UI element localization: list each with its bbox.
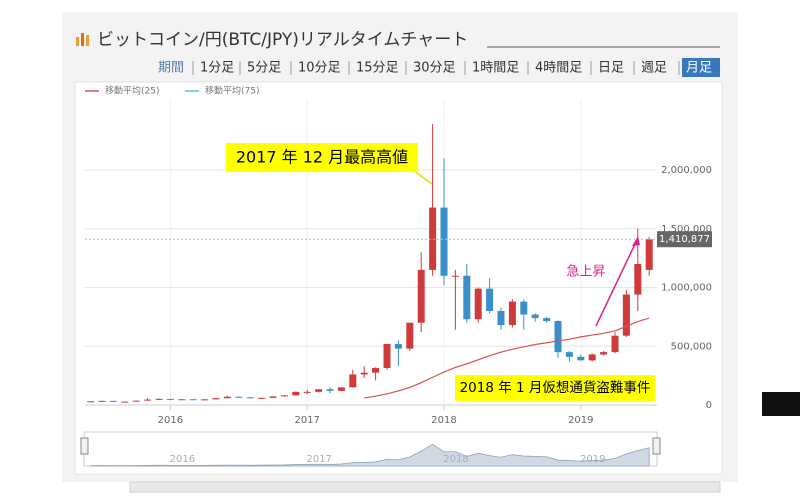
- candle-body: [600, 352, 608, 355]
- candle-body: [155, 398, 163, 400]
- y-tick-label: 1,000,000: [661, 283, 712, 294]
- candle-body: [246, 397, 254, 399]
- candle-body: [201, 399, 209, 401]
- candle-body: [429, 207, 437, 270]
- annotation-box: [455, 375, 655, 401]
- tab[interactable]: 月足: [686, 61, 712, 76]
- candle-body: [315, 389, 323, 392]
- candle-body: [223, 396, 231, 399]
- tab[interactable]: 週足: [641, 61, 667, 76]
- candle-body: [269, 396, 277, 398]
- candle-body: [588, 354, 596, 361]
- scrollbar[interactable]: [129, 481, 721, 493]
- navigator-handle[interactable]: [80, 437, 89, 455]
- x-tick-label: 2017: [294, 415, 319, 426]
- candle-body: [280, 395, 288, 397]
- candle-body: [474, 288, 482, 320]
- navigator-label: 2018: [443, 454, 468, 465]
- candle-body: [508, 301, 516, 326]
- candle-body: [554, 320, 562, 353]
- candle-body: [565, 352, 573, 357]
- candle-body: [394, 343, 402, 349]
- navigator-area: [90, 443, 650, 467]
- plot: 0 500,000 1,000,000 1,500,000 2,000,000 2016 2…: [80, 85, 721, 493]
- tab[interactable]: 15分足: [356, 61, 399, 76]
- tab[interactable]: 5分足: [247, 61, 281, 76]
- candle-body: [337, 387, 345, 391]
- annotation-box: [226, 143, 418, 172]
- candle-body: [383, 343, 391, 368]
- tab-bar: 期間 1分足 5分足 10分足 15分足 30分足 1時間足 4時間足 日足 週足 月足: [158, 58, 720, 77]
- candle-body: [292, 391, 300, 396]
- tab[interactable]: 1分足: [200, 61, 234, 76]
- price-tag: 1,410,877: [659, 234, 710, 245]
- tab[interactable]: 4時間足: [535, 61, 582, 76]
- candle-body: [611, 335, 619, 353]
- ma-line: [364, 317, 650, 399]
- navigator-label: 2019: [580, 454, 605, 465]
- candle-body: [132, 400, 140, 402]
- y-tick-label: 1,500,000: [661, 224, 712, 235]
- navigator-label: 2017: [306, 454, 331, 465]
- annotation: 2017 年 12 月最高高値: [236, 148, 408, 167]
- tab[interactable]: 1時間足: [472, 61, 519, 76]
- candle-body: [144, 399, 152, 401]
- candle-body: [258, 397, 266, 399]
- side-block: [762, 392, 800, 416]
- candle-body: [543, 318, 551, 321]
- tab[interactable]: 日足: [598, 61, 624, 76]
- candle-body: [189, 399, 197, 401]
- tab: 期間: [158, 61, 184, 76]
- annotation: 2018 年 1 月仮想通貨盗難事件: [460, 379, 651, 396]
- candle-body: [451, 275, 459, 277]
- candle-body: [303, 391, 311, 393]
- price-tag-bg: [657, 231, 712, 248]
- tab[interactable]: 30分足: [413, 61, 456, 76]
- candle-body: [235, 396, 243, 398]
- y-tick-label: 500,000: [671, 341, 712, 352]
- candle-body: [520, 301, 528, 315]
- candle-body: [634, 264, 642, 295]
- legend-label: 移動平均(25): [105, 85, 159, 97]
- candle-body: [98, 400, 106, 402]
- candle-body: [121, 401, 129, 403]
- candle-body: [531, 314, 539, 319]
- candle-body: [372, 367, 380, 373]
- navigator-label: 2016: [170, 454, 195, 465]
- page-title: ビットコイン/円(BTC/JPY)リアルタイムチャート: [97, 30, 468, 50]
- candle-body: [463, 275, 471, 320]
- y-tick-label: 2,000,000: [661, 165, 712, 176]
- candle-body: [622, 294, 630, 336]
- x-tick-label: 2016: [158, 415, 183, 426]
- candle-body: [166, 398, 174, 400]
- candle-body: [360, 372, 368, 375]
- annotation: 急上昇: [566, 265, 605, 280]
- logo: [76, 33, 89, 46]
- candle-body: [417, 269, 425, 323]
- annotation-arrowhead: [632, 236, 640, 246]
- candle-body: [178, 399, 186, 401]
- candle-body: [577, 356, 585, 361]
- tab[interactable]: 10分足: [298, 61, 341, 76]
- candle-body: [645, 239, 653, 270]
- candle-body: [349, 374, 357, 388]
- candle-body: [486, 288, 494, 311]
- candle-body: [109, 400, 117, 402]
- candle-body: [212, 398, 220, 400]
- navigator-handle[interactable]: [652, 437, 661, 455]
- annotation-arrow: [595, 241, 637, 327]
- candle-body: [87, 401, 95, 403]
- active-tab-bg: [682, 58, 720, 77]
- candle-body: [440, 207, 448, 276]
- x-tick-label: 2018: [431, 415, 456, 426]
- candle-body: [326, 389, 334, 391]
- y-tick-label: 0: [706, 400, 712, 411]
- candle-body: [497, 311, 505, 326]
- legend-label: 移動平均(75): [205, 85, 259, 97]
- x-tick-label: 2019: [568, 415, 593, 426]
- candle-body: [406, 322, 414, 349]
